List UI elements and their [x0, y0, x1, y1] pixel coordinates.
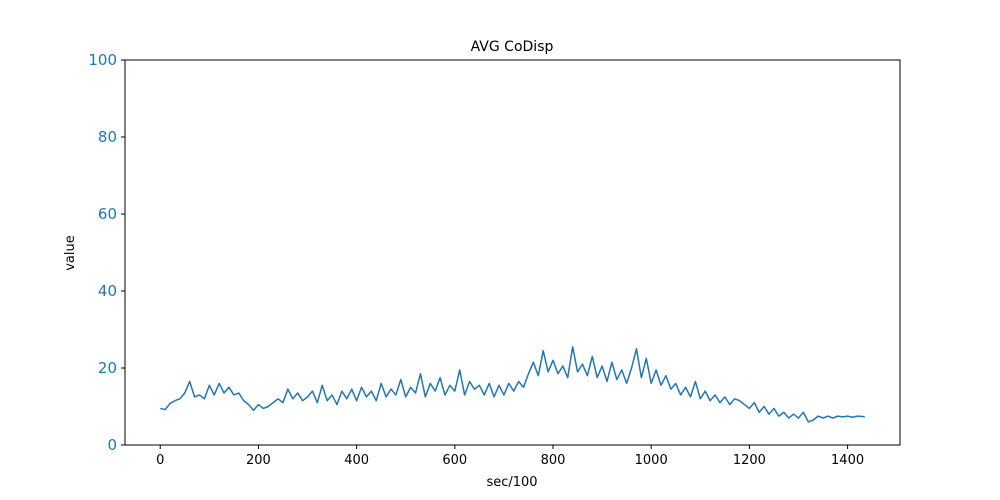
data-line: [160, 346, 865, 423]
y-tick-label: 100: [88, 51, 117, 69]
x-axis-label: sec/100: [486, 475, 537, 490]
x-tick-label: 200: [246, 453, 271, 468]
x-tick-label: 400: [344, 453, 369, 468]
y-tick-label: 80: [98, 128, 117, 146]
x-tick-label: 1400: [831, 453, 864, 468]
y-tick-label: 0: [107, 436, 117, 454]
x-tick-label: 600: [442, 453, 467, 468]
x-tick-label: 1200: [733, 453, 766, 468]
x-tick-label: 800: [541, 453, 566, 468]
x-tick-label: 1000: [635, 453, 668, 468]
chart-title: AVG CoDisp: [471, 39, 554, 55]
y-axis-label: value: [63, 235, 78, 271]
x-tick-label: 0: [156, 453, 164, 468]
y-tick-label: 20: [98, 359, 117, 377]
y-tick-label: 40: [98, 282, 117, 300]
plot-frame: [124, 59, 901, 446]
y-tick-label: 60: [98, 205, 117, 223]
